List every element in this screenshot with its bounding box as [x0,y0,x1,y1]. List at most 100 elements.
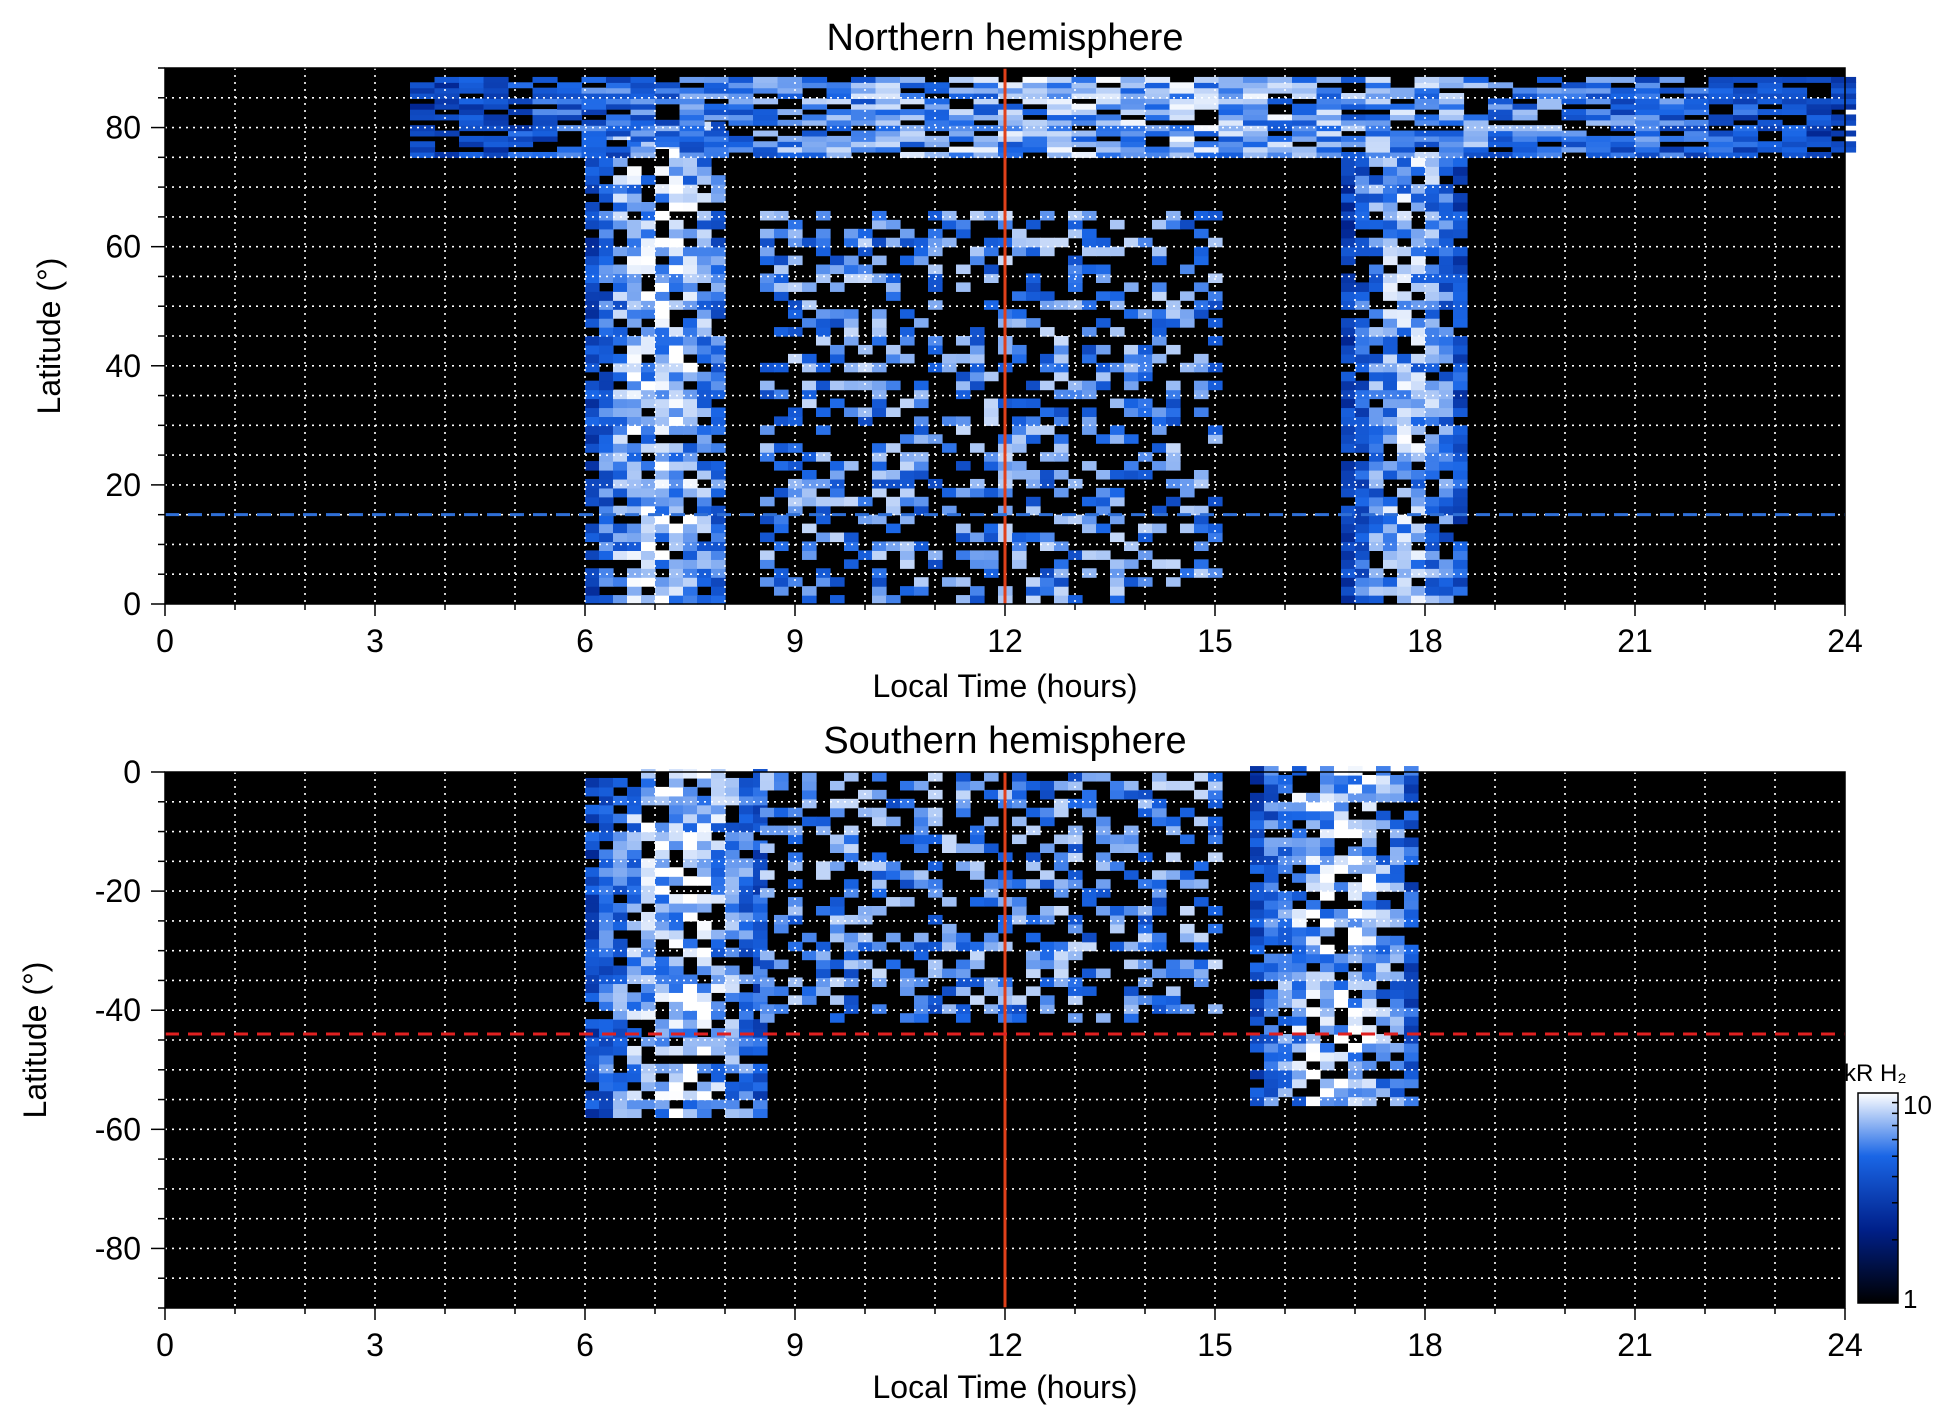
south-emission-cell [1068,923,1083,934]
north-emission-cell [669,184,684,194]
north-emission-cell [606,103,632,110]
north-emission-cell [1733,125,1759,132]
north-emission-cell [802,76,828,83]
north-emission-cell [872,443,887,453]
north-emission-cell [900,398,915,409]
south-emission-cell [1404,846,1419,856]
north-emission-cell [557,114,583,121]
north-emission-cell [697,246,712,257]
north-emission-cell [1068,282,1083,292]
north-emission-cell [641,559,656,569]
south-emission-cell [1320,1007,1335,1017]
north-emission-cell [683,264,698,275]
south-emission-cell [739,813,754,824]
north-emission-cell [830,478,845,489]
north-emission-cell [599,318,614,328]
north-emission-cell [655,309,670,319]
north-emission-cell [998,119,1024,126]
north-emission-cell [816,273,831,283]
north-emission-cell [1831,103,1857,110]
north-panel: Northern hemisphere 0 3 6 9 12 15 18 21 24 02040… [31,17,1863,704]
north-emission-cell [1397,398,1412,409]
north-emission-cell [1414,93,1440,99]
south-emission-cell [739,840,754,851]
north-emission-cell [1369,219,1384,230]
north-emission-cell [1341,151,1367,158]
south-emission-cell [1348,1007,1363,1017]
south-emission-cell [1264,1096,1279,1107]
south-emission-cell [1138,798,1153,809]
north-emission-cell [1397,210,1412,221]
south-emission-cell [1040,807,1055,818]
south-emission-cell [627,1072,642,1083]
north-emission-cell [760,237,775,248]
south-emission-cell [872,789,887,800]
south-emission-cell [1306,819,1321,830]
south-emission-cell [599,1019,614,1029]
north-emission-cell [1208,523,1223,534]
north-emission-cell [627,362,642,373]
north-emission-cell [641,362,656,373]
south-emission-cell [1376,1016,1391,1026]
north-emission-cell [1369,264,1384,275]
south-emission-cell [641,1081,656,1092]
north-emission-cell [1082,461,1097,471]
south-emission-cell [641,894,656,904]
south-emission-cell [585,965,600,976]
north-emission-cell [900,586,915,596]
north-emission-cell [613,300,628,310]
south-emission-cell [627,1090,642,1101]
north-emission-cell [851,87,877,94]
north-emission-cell [581,103,607,110]
north-emission-cell [1068,514,1083,525]
north-emission-cell [858,228,873,239]
north-emission-cell [532,130,558,137]
south-emission-cell [725,795,740,806]
north-emission-cell [630,98,656,105]
north-emission-cell [802,82,828,89]
south-emission-cell [1152,1004,1167,1014]
north-emission-cell [613,219,628,230]
north-emission-cell [1194,505,1209,516]
north-emission-cell [1341,141,1367,148]
north-emission-cell [1082,264,1097,275]
north-emission-cell [655,407,670,417]
north-emission-cell [1096,119,1122,126]
south-emission-cell [1096,1013,1111,1023]
south-emission-cell [669,894,684,904]
south-emission-cell [739,992,754,1002]
north-emission-cell [1369,514,1384,525]
north-emission-cell [585,425,600,435]
north-emission-cell [1082,228,1097,239]
north-emission-cell [557,98,583,105]
north-emission-cell [655,523,670,534]
north-emission-cell [802,282,817,292]
north-emission-cell [1096,470,1111,480]
north-emission-cell [1096,103,1122,110]
south-emission-cell [1054,798,1069,809]
north-emission-cell [1512,130,1538,137]
south-emission-cell [697,840,712,851]
south-emission-cell [1012,789,1027,800]
south-emission-cell [1404,1078,1419,1089]
south-emission-cell [1320,1051,1335,1062]
north-emission-cell [1831,114,1857,121]
north-emission-cell [802,362,817,373]
south-emission-cell [1362,962,1377,973]
south-emission-cell [1390,1025,1405,1035]
north-emission-cell [858,514,873,525]
north-emission-cell [970,210,985,221]
north-emission-cell [606,82,632,89]
south-emission-cell [1264,998,1279,1008]
north-emission-cell [949,130,975,137]
north-emission-cell [1180,291,1195,301]
north-emission-cell [1026,380,1041,391]
south-emission-cell [669,1108,684,1119]
north-emission-cell [1194,559,1209,569]
south-emission-cell [669,956,684,967]
south-emission-cell [1264,766,1279,776]
north-emission-cell [1397,487,1412,498]
north-emission-cell [1068,228,1083,239]
north-emission-cell [1071,130,1097,137]
north-emission-cell [1218,114,1244,121]
